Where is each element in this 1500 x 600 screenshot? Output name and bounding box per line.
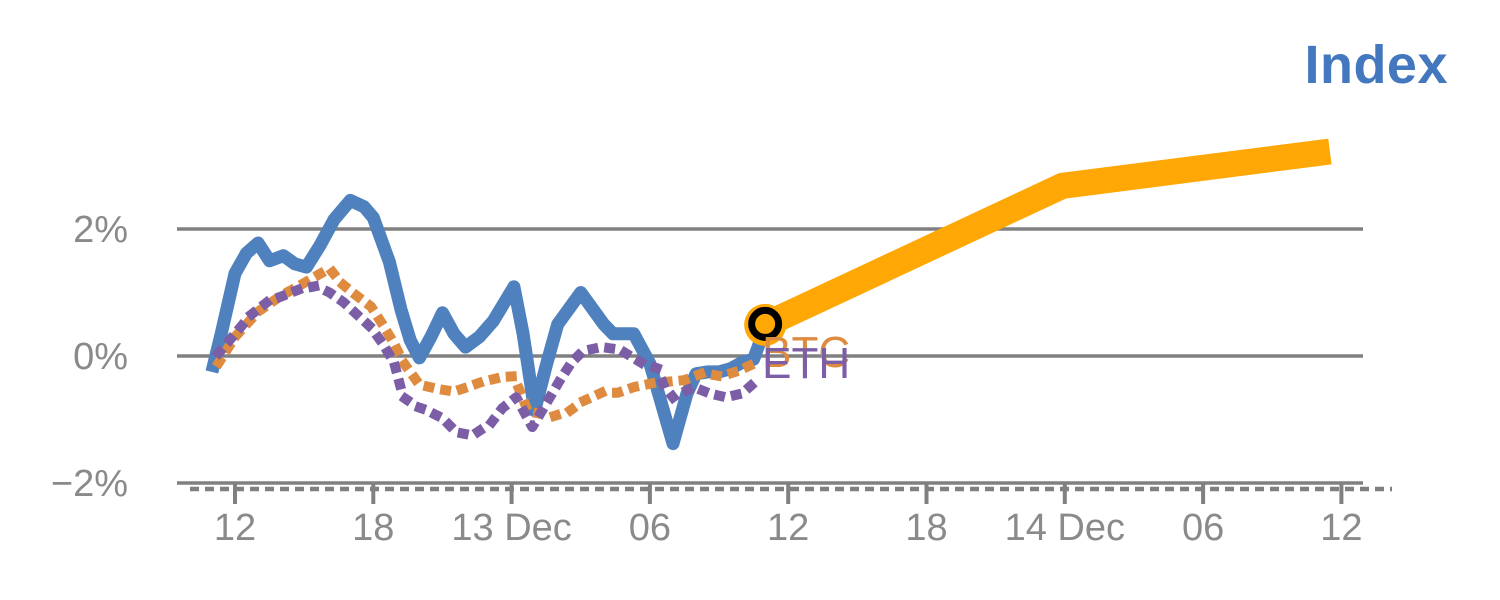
x-tick-label: 12 <box>214 507 256 549</box>
x-tick-label: 18 <box>352 507 394 549</box>
x-tick-label: 12 <box>767 507 809 549</box>
x-tick-label: 13 Dec <box>451 507 571 549</box>
chart-title: Index <box>1304 35 1448 95</box>
x-tick-label: 06 <box>629 507 671 549</box>
x-tick-label: 18 <box>905 507 947 549</box>
x-tick-label: 12 <box>1320 507 1362 549</box>
x-tick-label: 14 Dec <box>1005 507 1125 549</box>
series-btc <box>212 263 758 422</box>
y-tick-label: 2% <box>73 209 128 251</box>
series-label-eth: ETH <box>762 339 850 388</box>
y-tick-label: 0% <box>73 336 128 378</box>
x-tick-label: 06 <box>1182 507 1224 549</box>
series-label-btc: BTC <box>762 328 850 377</box>
series-index-forecast <box>759 138 1332 337</box>
y-tick-label: −2% <box>51 463 128 505</box>
series-index-history <box>205 193 772 451</box>
forecast-start-ring-icon <box>748 306 783 341</box>
series-eth <box>211 281 761 441</box>
